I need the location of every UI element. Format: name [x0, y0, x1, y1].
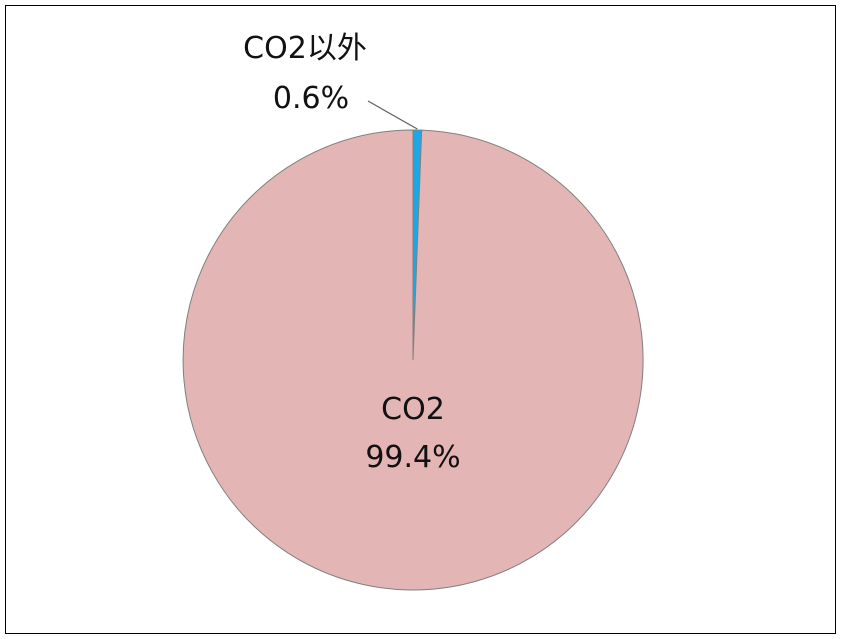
- label-co2-value: 99.4%: [365, 440, 460, 475]
- label-non-co2-name: CO2以外: [243, 31, 367, 66]
- label-non-co2-value: 0.6%: [273, 81, 349, 116]
- leader-line: [367, 100, 418, 130]
- slices-layer: [182, 129, 644, 591]
- label-co2-name: CO2: [381, 392, 445, 427]
- slice-co2: [182, 129, 644, 591]
